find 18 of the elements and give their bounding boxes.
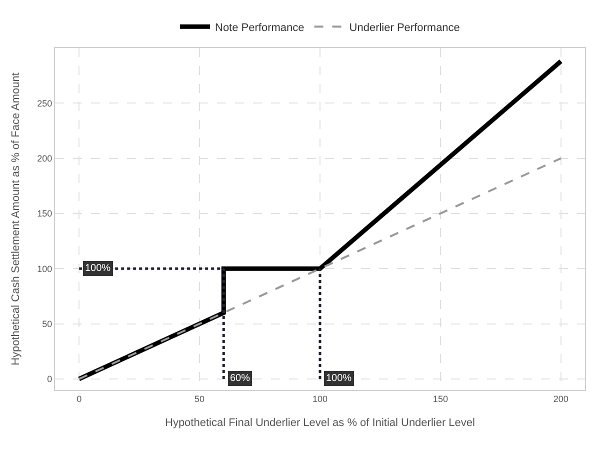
y-tick-label: 200 [37, 153, 52, 164]
y-tick-label: 250 [37, 98, 52, 108]
x-axis-title: Hypothetical Final Underlier Level as % of Initial Underlier Level [165, 417, 475, 429]
annotation: 100% [326, 373, 352, 384]
x-tick-label: 50 [194, 394, 205, 404]
y-axis-title: Hypothetical Cash Settlement Amount as % of Face Amount [10, 72, 22, 366]
legend-label: Underlier Performance [349, 22, 460, 34]
legend-label: Note Performance [215, 22, 304, 34]
y-tick-label: 150 [37, 208, 52, 219]
annotation: 100% [85, 263, 111, 274]
x-tick-label: 200 [553, 394, 568, 404]
x-tick-label: 100 [312, 394, 328, 404]
x-tick-label: 0 [76, 394, 82, 404]
y-tick-label: 50 [42, 318, 52, 329]
x-tick-label: 150 [432, 394, 448, 404]
y-tick-label: 100 [37, 264, 52, 274]
y-tick-label: 0 [47, 374, 52, 384]
annotation: 60% [230, 373, 250, 384]
